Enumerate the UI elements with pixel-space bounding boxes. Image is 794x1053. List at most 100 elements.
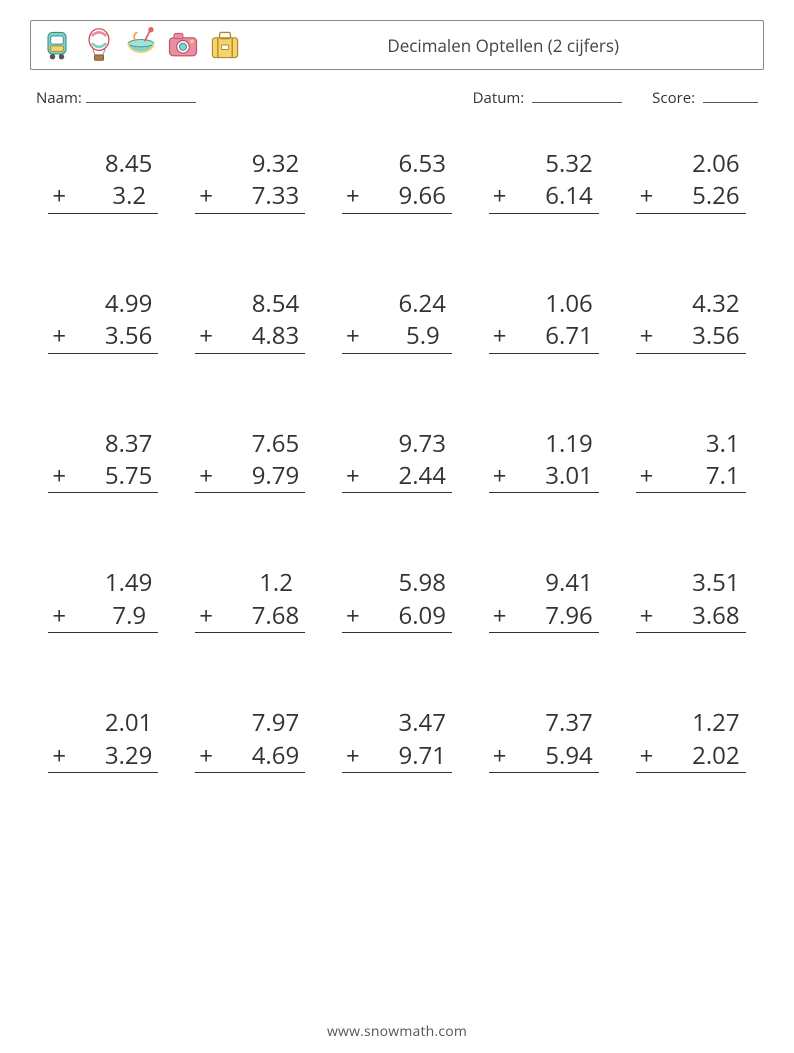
addend-bottom-value: 7.9	[112, 599, 152, 632]
addend-top: 2.06	[636, 148, 746, 180]
addend-bottom: +7.1	[636, 460, 746, 493]
addend-top: 8.54	[195, 288, 305, 320]
addend-bottom-value: 6.71	[545, 319, 592, 352]
addend-top: 4.99	[48, 288, 158, 320]
balloon-icon	[81, 27, 117, 63]
addend-bottom: +3.29	[48, 740, 158, 773]
problem: 1.49+7.9	[48, 567, 158, 633]
operator: +	[346, 320, 360, 352]
problem: 7.65+9.79	[195, 428, 305, 494]
addend-bottom: +5.75	[48, 460, 158, 493]
problem: 1.2 +7.68	[195, 567, 305, 633]
addend-bottom: +5.94	[489, 740, 599, 773]
problem: 6.53+9.66	[342, 148, 452, 214]
problem: 9.32+7.33	[195, 148, 305, 214]
addend-bottom-value: 9.71	[399, 739, 446, 772]
addend-top: 7.97	[195, 707, 305, 739]
problem: 1.06+6.71	[489, 288, 599, 354]
addend-top: 3.51	[636, 567, 746, 599]
addend-bottom: +2.44	[342, 460, 452, 493]
operator: +	[52, 600, 66, 632]
addend-bottom: +6.09	[342, 600, 452, 633]
problem: 9.41+7.96	[489, 567, 599, 633]
operator: +	[640, 460, 654, 492]
addend-bottom-value: 2.44	[399, 459, 446, 492]
name-label: Naam:	[36, 88, 82, 108]
addend-top: 9.41	[489, 567, 599, 599]
problem: 8.37+5.75	[48, 428, 158, 494]
addend-top: 1.19	[489, 428, 599, 460]
problem: 5.98+6.09	[342, 567, 452, 633]
date-label: Datum:	[473, 88, 525, 108]
addend-bottom: +7.9	[48, 600, 158, 633]
operator: +	[199, 320, 213, 352]
addend-bottom: +3.2	[48, 180, 158, 213]
addend-bottom: +2.02	[636, 740, 746, 773]
addend-bottom-value: 3.2	[112, 179, 152, 212]
operator: +	[52, 460, 66, 492]
operator: +	[640, 180, 654, 212]
operator: +	[52, 320, 66, 352]
operator: +	[493, 180, 507, 212]
addend-top: 5.98	[342, 567, 452, 599]
operator: +	[199, 600, 213, 632]
operator: +	[199, 460, 213, 492]
addend-bottom: +3.56	[636, 320, 746, 353]
problem: 3.51+3.68	[636, 567, 746, 633]
addend-bottom-value: 5.26	[692, 179, 739, 212]
problem: 7.37+5.94	[489, 707, 599, 773]
addend-top: 1.2	[195, 567, 305, 599]
addend-bottom: +3.01	[489, 460, 599, 493]
suitcase-icon	[207, 27, 243, 63]
problem: 2.01+3.29	[48, 707, 158, 773]
problem: 4.32+3.56	[636, 288, 746, 354]
problem: 4.99+3.56	[48, 288, 158, 354]
worksheet-page: Decimalen Optellen (2 cijfers) Naam: Dat…	[0, 0, 794, 773]
addend-bottom-value: 7.96	[545, 599, 592, 632]
addend-bottom-value: 3.56	[105, 319, 152, 352]
addend-top: 7.37	[489, 707, 599, 739]
addend-top: 4.32	[636, 288, 746, 320]
footer-url: www.snowmath.com	[0, 1022, 794, 1041]
cocktail-icon	[123, 27, 159, 63]
operator: +	[493, 600, 507, 632]
header-box: Decimalen Optellen (2 cijfers)	[30, 20, 764, 70]
problem: 9.73+2.44	[342, 428, 452, 494]
operator: +	[493, 460, 507, 492]
problem: 6.24+5.9	[342, 288, 452, 354]
operator: +	[52, 740, 66, 772]
addend-bottom: +4.69	[195, 740, 305, 773]
operator: +	[640, 600, 654, 632]
addend-top: 7.65	[195, 428, 305, 460]
problem: 8.54+4.83	[195, 288, 305, 354]
problem: 1.19+3.01	[489, 428, 599, 494]
addend-top: 8.37	[48, 428, 158, 460]
addend-top: 5.32	[489, 148, 599, 180]
worksheet-title: Decimalen Optellen (2 cijfers)	[387, 34, 619, 57]
addend-top: 9.32	[195, 148, 305, 180]
addend-bottom: +9.71	[342, 740, 452, 773]
addend-top: 1.06	[489, 288, 599, 320]
addend-top: 8.45	[48, 148, 158, 180]
addend-bottom: +4.83	[195, 320, 305, 353]
addend-bottom-value: 2.02	[692, 739, 739, 772]
addend-bottom-value: 4.83	[252, 319, 299, 352]
operator: +	[493, 320, 507, 352]
name-fill-line	[86, 88, 196, 103]
problem: 1.27+2.02	[636, 707, 746, 773]
problem: 5.32+6.14	[489, 148, 599, 214]
addend-top: 6.24	[342, 288, 452, 320]
meta-row: Naam: Datum: Score:	[30, 88, 764, 108]
operator: +	[346, 460, 360, 492]
train-icon	[39, 27, 75, 63]
addend-top: 1.49	[48, 567, 158, 599]
addend-bottom-value: 7.33	[252, 179, 299, 212]
addend-bottom-value: 7.68	[252, 599, 299, 632]
camera-icon	[165, 27, 201, 63]
problem: 7.97+4.69	[195, 707, 305, 773]
addend-bottom: +3.68	[636, 600, 746, 633]
addend-top: 3.1	[636, 428, 746, 460]
addend-bottom-value: 5.94	[545, 739, 592, 772]
addend-bottom-value: 3.68	[692, 599, 739, 632]
addend-bottom: +7.68	[195, 600, 305, 633]
